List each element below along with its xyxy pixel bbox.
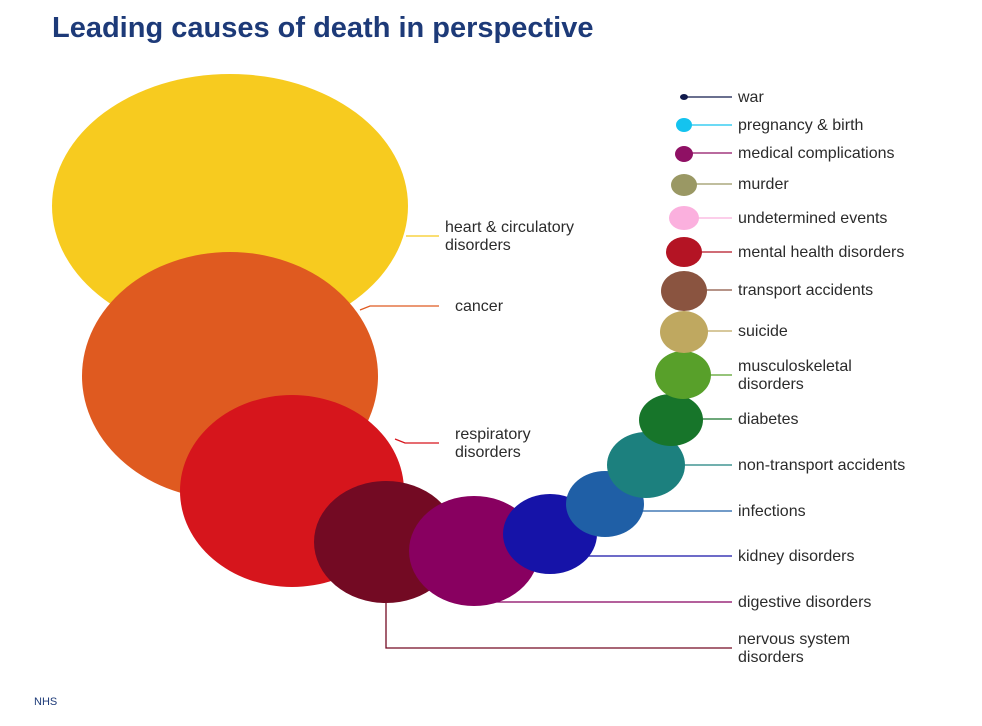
leader-line-nervous-system-disorders bbox=[385, 603, 732, 649]
bubble-diabetes bbox=[639, 394, 703, 446]
label-heart-and-circulatory-disorders: heart & circulatory disorders bbox=[445, 219, 574, 254]
leader-line-cancer bbox=[359, 305, 439, 311]
leader-line-respiratory-disorders bbox=[394, 438, 439, 444]
bubble-war bbox=[680, 94, 688, 100]
label-respiratory-disorders: respiratory disorders bbox=[455, 426, 531, 461]
category-labels: heart & circulatory disorders cancer respir… bbox=[445, 89, 905, 666]
source-credit: NHS bbox=[34, 696, 58, 708]
label-medical-complications: medical complications bbox=[738, 145, 895, 162]
bubble-medical-complications bbox=[675, 146, 693, 162]
label-infections: infections bbox=[738, 503, 806, 520]
label-undetermined-events: undetermined events bbox=[738, 210, 887, 227]
bubble-murder bbox=[671, 174, 697, 196]
label-cancer: cancer bbox=[455, 298, 504, 315]
bubble-non-transport-accidents bbox=[607, 432, 685, 498]
label-mental-health-disorders: mental health disorders bbox=[738, 244, 904, 261]
label-kidney-disorders: kidney disorders bbox=[738, 548, 855, 565]
label-diabetes: diabetes bbox=[738, 411, 799, 428]
label-nervous-system-disorders: nervous system disorders bbox=[738, 631, 850, 666]
bubble-pregnancy-and-birth bbox=[676, 118, 692, 132]
label-non-transport-accidents: non-transport accidents bbox=[738, 457, 905, 474]
chart-title: Leading causes of death in perspective bbox=[52, 12, 594, 44]
label-musculoskeletal-disorders: musculoskeletal disorders bbox=[738, 358, 852, 393]
bubble-transport-accidents bbox=[661, 271, 707, 311]
bubble-mental-health-disorders bbox=[666, 237, 702, 267]
bubble-musculoskeletal-disorders bbox=[655, 351, 711, 399]
label-suicide: suicide bbox=[738, 323, 788, 340]
bubble-undetermined-events bbox=[669, 206, 699, 230]
label-transport-accidents: transport accidents bbox=[738, 282, 873, 299]
label-digestive-disorders: digestive disorders bbox=[738, 594, 871, 611]
bubbles bbox=[52, 74, 711, 606]
label-pregnancy-and-birth: pregnancy & birth bbox=[738, 117, 863, 134]
label-war: war bbox=[737, 89, 764, 106]
label-murder: murder bbox=[738, 176, 789, 193]
bubble-suicide bbox=[660, 311, 708, 353]
bubble-heart-and-circulatory-disorders bbox=[52, 74, 408, 338]
